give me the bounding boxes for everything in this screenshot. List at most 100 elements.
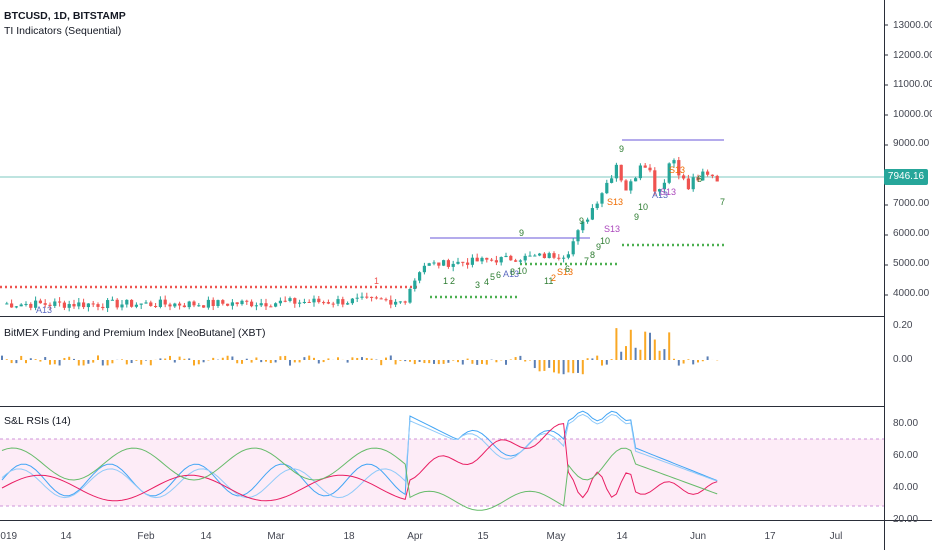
candle-body — [370, 296, 374, 298]
candle-body — [571, 241, 575, 255]
funding-bar — [461, 360, 464, 365]
candle-body — [614, 164, 618, 179]
funding-bar — [274, 360, 277, 363]
time-axis-label: 14 — [200, 531, 212, 542]
candle-body — [336, 299, 340, 304]
funding-bar — [1, 355, 3, 360]
candle-body — [19, 304, 23, 307]
svg-text:1: 1 — [443, 276, 448, 286]
candle-body — [211, 299, 215, 306]
candle-body — [134, 304, 138, 307]
candle-body — [480, 257, 484, 262]
funding-bar — [39, 360, 42, 362]
candle-body — [154, 305, 158, 307]
candle-body — [672, 160, 676, 164]
funding-bar — [188, 358, 191, 360]
funding-bar — [15, 360, 18, 364]
svg-text:3: 3 — [475, 280, 480, 290]
candle-body — [317, 298, 321, 303]
funding-bar — [121, 359, 123, 360]
candle-body — [355, 297, 359, 299]
time-axis-label: 2019 — [0, 531, 18, 542]
funding-bar — [428, 360, 431, 364]
candle-body — [365, 296, 369, 298]
candle-body — [226, 303, 230, 306]
funding-bar — [58, 360, 61, 366]
candle-body — [43, 303, 47, 305]
candle-body — [504, 255, 508, 258]
funding-bar — [10, 360, 13, 364]
candle-body — [653, 170, 657, 192]
price-axis-label: 5000.00 — [893, 258, 930, 269]
candle-body — [586, 219, 590, 222]
svg-text:S13: S13 — [660, 187, 676, 197]
funding-bar — [476, 360, 479, 365]
candle-body — [187, 301, 191, 308]
funding-bar — [231, 356, 234, 360]
funding-bar — [701, 360, 704, 362]
candle-body — [595, 203, 599, 209]
svg-text:2: 2 — [450, 276, 455, 286]
funding-bar — [269, 360, 272, 364]
funding-bar — [149, 360, 152, 366]
candle-body — [379, 298, 383, 300]
candle-body — [298, 302, 302, 304]
candle-body — [235, 302, 239, 305]
funding-bar — [221, 357, 224, 360]
funding-bar — [687, 359, 690, 360]
funding-bar — [159, 358, 162, 360]
svg-text:8: 8 — [510, 267, 515, 277]
funding-bar — [423, 360, 426, 364]
svg-text:1: 1 — [374, 276, 379, 286]
time-axis-label: Jul — [829, 531, 843, 542]
time-axis-label: 15 — [477, 531, 489, 542]
funding-bar — [255, 357, 258, 360]
time-axis-label: 18 — [343, 531, 355, 542]
funding-bar — [337, 357, 339, 360]
funding-bar — [29, 358, 32, 360]
candle-body — [302, 301, 306, 303]
candle-body — [110, 299, 114, 301]
price-axis-label: 12000.00 — [893, 50, 932, 61]
candle-body — [715, 175, 719, 182]
candle-body — [326, 302, 330, 304]
funding-bar — [82, 360, 85, 366]
candle-body — [96, 304, 100, 307]
funding-bar — [543, 360, 546, 371]
funding-bar — [212, 357, 215, 360]
price-axis-ticks — [884, 24, 888, 296]
funding-bar — [87, 360, 90, 364]
svg-text:9: 9 — [596, 242, 601, 252]
funding-bar — [692, 360, 695, 365]
funding-bar — [322, 360, 325, 363]
candle-body — [624, 180, 628, 191]
svg-text:6: 6 — [565, 264, 570, 274]
candle-body — [523, 255, 527, 261]
funding-bar — [92, 360, 95, 363]
candle-body — [115, 299, 119, 308]
candle-body — [67, 304, 71, 308]
candle-body — [470, 257, 474, 265]
candle-body — [360, 296, 364, 298]
candle-body — [350, 298, 354, 304]
candle-body — [259, 303, 263, 306]
candle-body — [600, 193, 604, 204]
funding-bar — [351, 357, 354, 360]
funding-bar — [481, 360, 483, 364]
candle-body — [403, 301, 407, 303]
funding-bar — [629, 329, 632, 360]
funding-bar — [130, 360, 133, 364]
candle-body — [475, 257, 479, 262]
funding-bar — [327, 358, 330, 360]
last-price-badge: 7946.16 — [884, 169, 928, 185]
funding-bar — [567, 360, 570, 373]
funding-bar — [260, 360, 263, 363]
funding-bar — [73, 358, 75, 360]
funding-bar — [173, 360, 176, 363]
funding-bar — [610, 359, 613, 360]
candle-body — [566, 254, 570, 258]
funding-bar — [706, 356, 709, 360]
sequential-levels — [0, 139, 724, 299]
candle-body — [619, 164, 623, 181]
